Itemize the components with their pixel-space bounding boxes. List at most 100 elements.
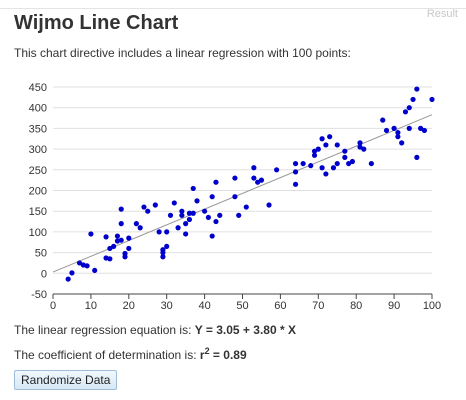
data-point-74 <box>330 165 337 171</box>
top-bar <box>0 0 466 9</box>
data-point-5 <box>88 231 94 237</box>
data-point-87 <box>391 125 397 131</box>
data-point-24 <box>145 208 151 214</box>
data-point-65 <box>308 163 314 169</box>
x-tick-label: 70 <box>312 300 324 310</box>
data-point-36 <box>179 212 185 218</box>
data-point-6 <box>92 267 98 274</box>
data-point-29 <box>160 247 166 253</box>
data-point-90 <box>399 140 405 146</box>
data-point-86 <box>383 127 390 134</box>
data-point-20 <box>126 235 132 241</box>
data-point-16 <box>118 221 124 227</box>
data-point-34 <box>175 225 181 231</box>
page-title: Wijmo Line Chart <box>14 12 179 34</box>
data-point-63 <box>292 169 299 175</box>
x-tick-label: 90 <box>388 300 400 310</box>
data-point-73 <box>327 134 333 140</box>
determination-prefix: The coefficient of determination is: <box>14 348 197 362</box>
data-point-78 <box>342 148 348 154</box>
data-point-37 <box>183 231 189 237</box>
r2-value: r2 = 0.89 <box>199 346 247 362</box>
data-point-99 <box>429 96 435 103</box>
data-point-88 <box>395 134 401 140</box>
data-point-0 <box>65 276 71 282</box>
data-point-98 <box>421 127 428 134</box>
data-point-47 <box>209 194 215 200</box>
y-tick-label: 50 <box>35 248 47 260</box>
x-tick-label: 40 <box>198 300 210 310</box>
data-point-45 <box>205 214 211 221</box>
data-point-26 <box>156 229 162 235</box>
randomize-data-button[interactable]: Randomize Data <box>14 370 118 390</box>
data-point-9 <box>107 245 113 252</box>
gridlines <box>53 86 432 274</box>
y-tick-label: 300 <box>29 144 47 156</box>
data-point-91 <box>402 109 409 115</box>
data-point-77 <box>342 154 348 160</box>
y-tick-label: 0 <box>41 268 47 280</box>
y-tick-label: -50 <box>31 289 47 301</box>
data-point-12 <box>114 233 121 239</box>
chart-description: This chart directive includes a linear r… <box>14 46 351 60</box>
data-point-32 <box>167 212 174 218</box>
data-point-54 <box>243 204 249 210</box>
data-point-27 <box>160 254 166 260</box>
data-point-89 <box>395 129 401 136</box>
data-point-53 <box>236 212 242 218</box>
data-point-2 <box>76 260 83 266</box>
x-tick-label: 20 <box>123 300 135 310</box>
data-point-41 <box>190 185 196 192</box>
x-tick-label: 80 <box>350 300 362 310</box>
determination-line: The coefficient of determination is: r2 … <box>14 346 247 362</box>
x-tick-label: 50 <box>236 300 248 310</box>
data-point-39 <box>186 210 193 216</box>
data-point-30 <box>164 243 170 249</box>
y-tick-label: 100 <box>29 227 47 239</box>
data-point-83 <box>361 146 367 152</box>
data-point-71 <box>323 142 329 148</box>
data-point-92 <box>406 125 412 131</box>
data-point-43 <box>194 198 200 204</box>
data-point-48 <box>213 179 219 185</box>
data-point-67 <box>311 148 318 154</box>
data-point-49 <box>213 218 219 225</box>
regression-equation-line: The linear regression equation is: Y = 3… <box>14 323 296 337</box>
data-point-10 <box>107 256 113 262</box>
data-point-72 <box>323 171 329 177</box>
y-tick-label: 250 <box>29 165 47 177</box>
y-tick-label: 200 <box>29 186 47 198</box>
data-points <box>65 86 435 282</box>
data-point-66 <box>311 152 318 158</box>
data-point-70 <box>319 136 325 142</box>
data-point-69 <box>319 165 325 171</box>
data-point-23 <box>141 204 147 210</box>
data-point-82 <box>357 140 363 146</box>
y-tick-label: 350 <box>29 123 47 135</box>
data-point-56 <box>251 165 257 171</box>
data-point-68 <box>315 146 321 152</box>
data-point-80 <box>349 158 356 165</box>
data-point-95 <box>414 86 420 92</box>
data-point-38 <box>183 221 189 227</box>
x-tick-label: 100 <box>423 300 441 310</box>
r2-exponent: 2 <box>204 346 210 356</box>
data-point-76 <box>334 142 340 148</box>
data-point-85 <box>380 117 386 123</box>
data-point-31 <box>164 229 170 235</box>
data-point-33 <box>171 200 177 206</box>
x-tick-label: 10 <box>85 300 97 310</box>
data-point-22 <box>137 225 143 231</box>
data-point-60 <box>274 167 280 173</box>
data-point-59 <box>266 202 272 208</box>
x-tick-label: 30 <box>161 300 173 310</box>
result-tab[interactable]: Result <box>426 8 458 20</box>
data-point-52 <box>232 175 238 181</box>
r2-symbol: r <box>199 348 205 362</box>
regression-prefix: The linear regression equation is: <box>14 323 192 337</box>
regression-equation: Y = 3.05 + 3.80 * X <box>194 323 296 337</box>
data-point-15 <box>118 206 124 212</box>
data-point-18 <box>122 250 128 257</box>
data-point-35 <box>179 208 185 214</box>
